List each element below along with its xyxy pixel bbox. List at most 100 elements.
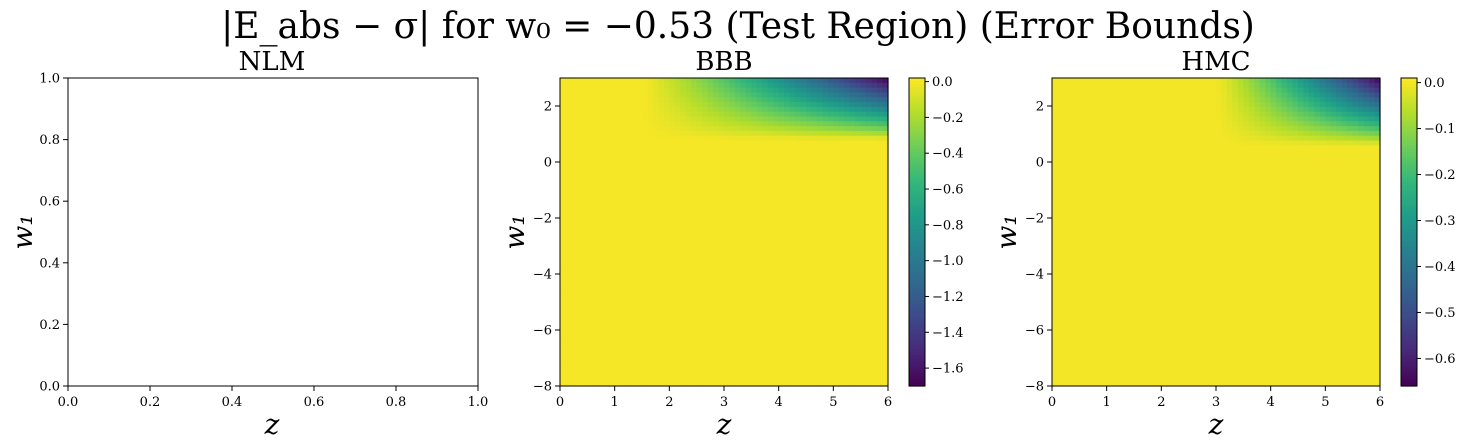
heatmap-cell [745,284,752,291]
heatmap-cell [631,87,638,94]
heatmap-cell [576,328,583,334]
heatmap-cell [855,333,862,339]
heatmap-cell [806,164,813,171]
heatmap-cell [614,251,621,257]
heatmap-cell [740,130,747,137]
heatmap-cell [674,366,681,373]
heatmap-cell [811,232,818,238]
heatmap-cell [800,265,807,272]
heatmap-cell [734,78,741,84]
heatmap-cell [871,174,878,180]
heatmap-cell [718,361,725,368]
colorbar-segment [909,330,925,335]
heatmap-cell [882,111,889,118]
heatmap-cell [1068,164,1075,171]
heatmap-cell [707,246,714,252]
heatmap-cell [1101,150,1108,156]
heatmap-cell [1057,217,1064,223]
heatmap-cell [1073,140,1080,146]
heatmap-cell [838,236,845,243]
heatmap-cell [849,309,856,315]
heatmap-cell [816,304,823,310]
heatmap-cell [866,174,873,180]
heatmap-cell [833,169,840,175]
heatmap-cell [636,323,643,329]
heatmap-cell [724,155,731,161]
heatmap-cell [762,284,769,291]
heatmap-cell [1128,241,1135,248]
heatmap-cell [685,241,692,248]
heatmap-cell [822,193,829,199]
heatmap-cell [729,198,736,204]
heatmap-cell [1117,333,1124,339]
heatmap-cell [789,260,796,267]
heatmap-cell [658,376,665,382]
heatmap-cell [581,174,588,180]
heatmap-cell [1112,135,1119,142]
colorbar-segment [909,96,925,101]
heatmap-cell [866,342,873,349]
heatmap-cell [762,130,769,137]
ylabel-bbb: w₁ [498,214,531,249]
heatmap-cell [609,140,616,146]
y-tick-label: 0.2 [39,318,60,333]
heatmap-cell [1095,198,1102,204]
heatmap-cell [1052,102,1059,108]
heatmap-cell [1090,304,1097,310]
heatmap-cell [609,376,616,382]
heatmap-cell [833,183,840,190]
heatmap-cell [713,328,720,334]
heatmap-cell [816,241,823,248]
heatmap-cell [1057,227,1064,233]
heatmap-cell [729,251,736,257]
heatmap-cell [647,246,654,252]
heatmap-cell [789,289,796,296]
heatmap-cell [1079,323,1086,329]
heatmap-cell [718,304,725,310]
heatmap-cell [1062,179,1069,185]
heatmap-cell [833,97,840,103]
heatmap-cell [734,313,741,320]
heatmap-cell [1068,116,1075,122]
heatmap-cell [740,222,747,228]
heatmap-cell [762,111,769,118]
heatmap-cell [625,366,632,373]
heatmap-cell [1134,78,1141,84]
heatmap-cell [816,203,823,209]
heatmap-cell [609,102,616,108]
heatmap-cell [784,222,791,228]
heatmap-cell [570,135,577,142]
heatmap-cell [877,102,884,108]
heatmap-cell [642,299,649,305]
heatmap-cell [855,318,862,325]
heatmap-cell [636,275,643,281]
heatmap-cell [1062,82,1069,89]
heatmap-cell [707,188,714,195]
heatmap-cell [1073,121,1080,127]
heatmap-cell [718,102,725,108]
heatmap-cell [822,174,829,180]
heatmap-cell [636,313,643,320]
heatmap-cell [1057,164,1064,171]
heatmap-cell [1062,328,1069,334]
heatmap-cell [806,246,813,252]
heatmap-cell [795,299,802,305]
heatmap-cell [822,130,829,137]
heatmap-cell [707,241,714,248]
heatmap-cell [652,198,659,204]
heatmap-cell [1101,251,1108,257]
heatmap-cell [1057,179,1064,185]
heatmap-cell [592,381,599,387]
heatmap-cell [773,116,780,122]
colorbar-segment [909,108,925,113]
heatmap-cell [800,193,807,199]
heatmap-cell [1123,347,1130,353]
heatmap-cell [647,333,654,339]
heatmap-cell [838,376,845,382]
heatmap-cell [1112,280,1119,286]
heatmap-cell [1112,361,1119,368]
heatmap-cell [1062,174,1069,180]
heatmap-cell [849,188,856,195]
heatmap-cell [1079,207,1086,214]
heatmap-cell [1062,87,1069,94]
